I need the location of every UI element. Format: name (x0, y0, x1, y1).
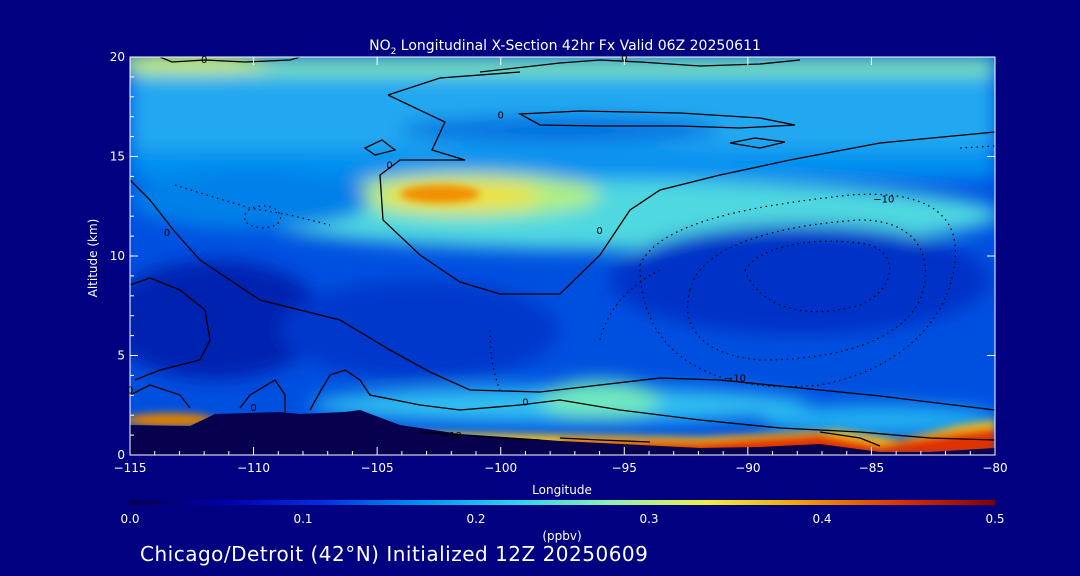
colorbar-tick-label: 0.3 (639, 512, 658, 526)
x-tick-label: −85 (859, 461, 884, 475)
no2-field (130, 57, 995, 455)
x-axis-label: Longitude (532, 483, 592, 497)
contour-label: 0 (386, 160, 392, 171)
x-tick-label: −115 (114, 461, 147, 475)
contour-label: 0 (498, 111, 504, 122)
y-tick-label: 20 (110, 50, 125, 64)
terrain-mask (130, 410, 995, 455)
contour-label: −10 (873, 194, 894, 205)
x-axis-ticks: −115 −110 −105 −100 −95 −90 −85 −80 (114, 57, 1008, 475)
contour-label: 0 (127, 385, 133, 396)
x-tick-label: −90 (735, 461, 760, 475)
contour-label: 0 (250, 403, 256, 414)
colorbar (130, 500, 995, 505)
chart-title: NO2 Longitudinal X-Section 42hr Fx Valid… (369, 38, 761, 57)
contour-label: −10 (441, 431, 462, 442)
colorbar-tick-label: 0.5 (985, 512, 1004, 526)
x-tick-label: −95 (612, 461, 637, 475)
contour-labels: 000000000−10−10−10 (127, 53, 895, 442)
y-tick-label: 0 (117, 448, 125, 462)
colorbar-tick-label: 0.1 (293, 512, 312, 526)
x-tick-label: −105 (361, 461, 394, 475)
contour-label: 0 (522, 397, 528, 408)
contour-label: 0 (164, 228, 170, 239)
x-tick-label: −110 (237, 461, 270, 475)
colorbar-tick-label: 0.2 (466, 512, 485, 526)
x-tick-label: −100 (484, 461, 517, 475)
contour-label: 0 (201, 55, 207, 66)
footer-caption: Chicago/Detroit (42°N) Initialized 12Z 2… (140, 542, 649, 566)
colorbar-ticks: 0.0 0.1 0.2 0.3 0.4 0.5 (120, 512, 1004, 526)
colorbar-tick-label: 0.4 (812, 512, 831, 526)
y-tick-label: 5 (117, 349, 125, 363)
y-tick-label: 15 (110, 150, 125, 164)
colorbar-unit-label: (ppbv) (542, 529, 581, 543)
contour-label: 0 (596, 226, 602, 237)
y-axis-label: Altitude (km) (86, 219, 100, 298)
y-tick-label: 10 (110, 249, 125, 263)
contour-label: −10 (725, 373, 746, 384)
y-axis-ticks: 0 5 10 15 20 (110, 50, 995, 462)
colorbar-tick-label: 0.0 (120, 512, 139, 526)
x-tick-label: −80 (982, 461, 1007, 475)
